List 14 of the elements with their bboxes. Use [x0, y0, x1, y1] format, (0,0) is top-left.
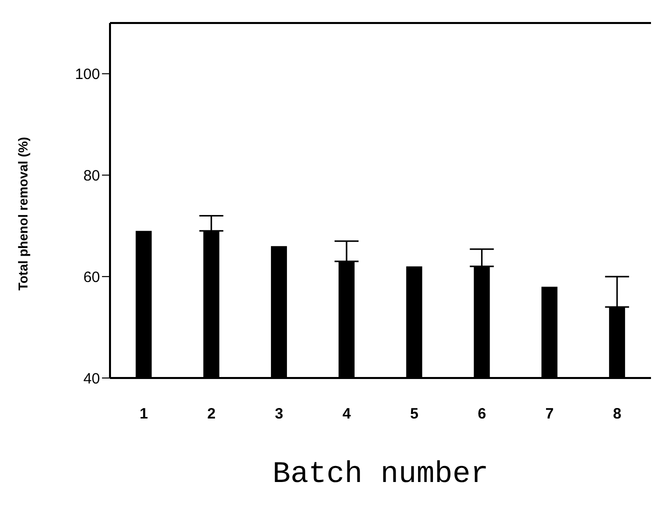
- y-tick-label: 80: [83, 167, 100, 184]
- y-tick-label: 60: [83, 268, 100, 286]
- x-tick-label: 4: [342, 406, 352, 423]
- x-tick-label: 1: [140, 406, 148, 423]
- y-tick-label: 40: [83, 370, 100, 388]
- y-tick-label: 100: [74, 66, 100, 84]
- x-tick-label: 3: [274, 406, 284, 423]
- y-axis-title: Total phenol removal (%): [16, 136, 31, 290]
- x-axis-title: Batch number: [271, 458, 490, 492]
- x-tick-label: 2: [207, 406, 216, 423]
- x-tick-label: 5: [410, 406, 418, 423]
- x-tick-label: 7: [545, 406, 554, 423]
- x-tick-label: 6: [478, 406, 486, 423]
- x-tick-label: 8: [613, 406, 622, 423]
